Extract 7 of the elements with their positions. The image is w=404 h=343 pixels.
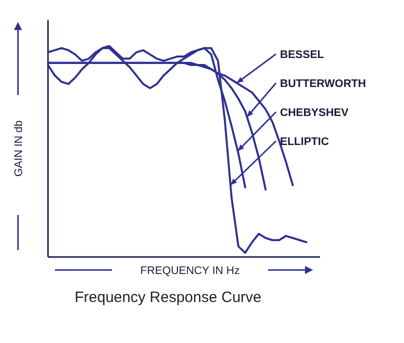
x-axis-title: FREQUENCY IN Hz [140, 265, 240, 277]
text: Frequency Response Curve [74, 289, 262, 306]
annotation: BUTTERWORTH [280, 78, 366, 90]
annotation: ELLIPTIC [280, 136, 329, 148]
annotation: BESSEL [280, 49, 324, 61]
annotation: CHEBYSHEV [280, 107, 350, 119]
y-axis-title: GAIN IN db [13, 120, 25, 177]
